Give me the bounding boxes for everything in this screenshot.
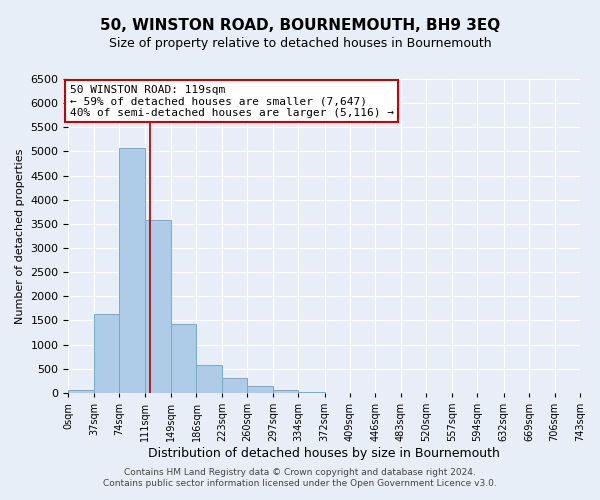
Text: Size of property relative to detached houses in Bournemouth: Size of property relative to detached ho… [109, 38, 491, 51]
X-axis label: Distribution of detached houses by size in Bournemouth: Distribution of detached houses by size … [148, 447, 500, 460]
Bar [68, 390, 94, 393]
Bar [171, 324, 196, 393]
Bar [196, 365, 222, 393]
Bar [119, 148, 145, 393]
Bar [222, 378, 247, 393]
Text: 50 WINSTON ROAD: 119sqm
← 59% of detached houses are smaller (7,647)
40% of semi: 50 WINSTON ROAD: 119sqm ← 59% of detache… [70, 85, 394, 118]
Y-axis label: Number of detached properties: Number of detached properties [15, 148, 25, 324]
Bar [94, 314, 119, 393]
Bar [247, 386, 273, 393]
Bar [273, 390, 298, 393]
Text: 50, WINSTON ROAD, BOURNEMOUTH, BH9 3EQ: 50, WINSTON ROAD, BOURNEMOUTH, BH9 3EQ [100, 18, 500, 32]
Text: Contains HM Land Registry data © Crown copyright and database right 2024.
Contai: Contains HM Land Registry data © Crown c… [103, 468, 497, 487]
Bar [145, 220, 171, 393]
